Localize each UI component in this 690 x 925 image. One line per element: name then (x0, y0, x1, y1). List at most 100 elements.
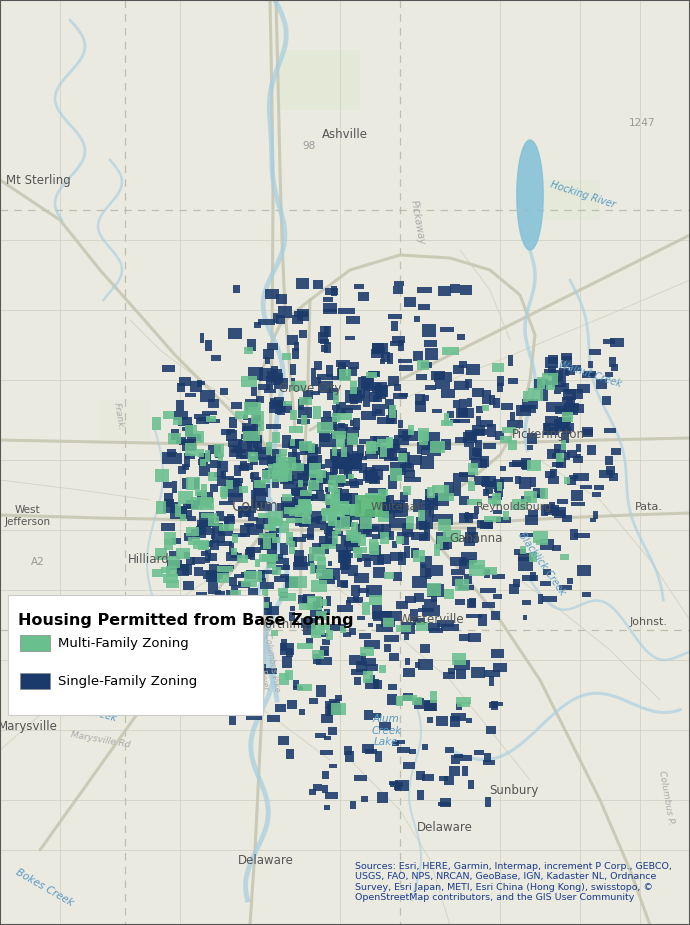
Bar (319, 435, 335, 447)
Bar (501, 402, 513, 410)
Bar (296, 484, 307, 496)
Bar (341, 447, 347, 457)
Bar (574, 533, 590, 538)
Bar (319, 472, 334, 484)
Bar (208, 553, 217, 561)
Bar (336, 402, 346, 414)
Bar (380, 506, 393, 511)
Bar (179, 376, 190, 386)
Bar (386, 438, 393, 449)
Bar (393, 500, 405, 511)
Bar (329, 475, 346, 483)
Bar (315, 490, 324, 494)
Bar (553, 370, 562, 382)
Bar (455, 702, 462, 710)
Bar (421, 446, 426, 454)
Bar (289, 509, 298, 515)
Bar (266, 468, 275, 476)
Bar (367, 447, 373, 452)
Bar (393, 393, 407, 399)
Bar (185, 443, 197, 456)
Bar (305, 442, 310, 454)
Bar (344, 539, 355, 547)
Bar (316, 470, 323, 484)
Bar (469, 447, 482, 461)
Bar (168, 670, 175, 683)
Bar (361, 411, 376, 420)
Bar (497, 383, 502, 392)
Bar (331, 450, 343, 461)
Bar (228, 493, 243, 502)
Bar (398, 340, 404, 351)
Bar (355, 774, 367, 781)
Bar (451, 713, 466, 721)
Text: Colum.: Colum. (231, 500, 282, 514)
Bar (309, 548, 325, 561)
Bar (493, 701, 503, 706)
Bar (217, 565, 233, 573)
Bar (481, 481, 495, 486)
Bar (177, 491, 193, 503)
Bar (534, 379, 549, 389)
Bar (410, 610, 418, 621)
Bar (462, 766, 468, 776)
Bar (417, 442, 422, 454)
Bar (378, 530, 384, 538)
Bar (440, 327, 454, 332)
Bar (290, 381, 306, 391)
Bar (197, 449, 204, 457)
Bar (377, 438, 393, 447)
Bar (346, 751, 353, 762)
Bar (395, 740, 405, 745)
Bar (275, 704, 286, 711)
Bar (348, 455, 362, 469)
Bar (504, 511, 509, 521)
Bar (336, 361, 350, 366)
Bar (372, 534, 385, 539)
Bar (459, 635, 470, 641)
Bar (350, 535, 359, 547)
Bar (290, 439, 300, 448)
Bar (540, 389, 549, 401)
Bar (340, 626, 346, 633)
Bar (441, 439, 451, 450)
Bar (402, 696, 417, 701)
Bar (335, 695, 342, 700)
Bar (375, 751, 382, 762)
Bar (245, 399, 258, 412)
Bar (338, 362, 346, 376)
Bar (266, 381, 273, 388)
Bar (371, 349, 384, 358)
Bar (393, 572, 402, 581)
Bar (358, 534, 366, 547)
Bar (337, 581, 348, 586)
Bar (468, 526, 476, 537)
Bar (502, 427, 516, 433)
Bar (303, 389, 313, 400)
Bar (273, 462, 278, 471)
Bar (351, 388, 364, 399)
Bar (364, 559, 371, 567)
Bar (355, 453, 363, 458)
Bar (210, 460, 221, 468)
Text: A2: A2 (31, 558, 45, 567)
Bar (349, 628, 356, 635)
Bar (593, 486, 604, 490)
Bar (519, 477, 531, 488)
Bar (393, 541, 397, 549)
Bar (267, 602, 273, 614)
Bar (309, 463, 321, 474)
Bar (329, 698, 340, 705)
Bar (297, 684, 312, 691)
Bar (287, 699, 297, 709)
Bar (386, 500, 391, 513)
Bar (515, 549, 526, 555)
Bar (352, 456, 367, 461)
Bar (340, 560, 349, 570)
Bar (318, 332, 328, 343)
Bar (233, 446, 242, 452)
Bar (389, 781, 398, 785)
Bar (378, 488, 388, 496)
Bar (252, 417, 261, 427)
Bar (348, 474, 354, 479)
